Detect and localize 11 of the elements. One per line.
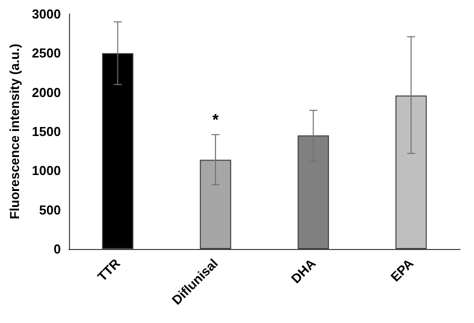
y-tick-label: 1500 (32, 124, 61, 139)
y-tick-label: 0 (54, 242, 61, 256)
y-tick-label: 500 (39, 202, 61, 218)
x-tick-label: TTR (94, 255, 124, 284)
annotation: * (212, 112, 220, 130)
y-tick-label: 2500 (32, 46, 61, 61)
y-tick-label: 2000 (32, 84, 61, 100)
x-tick-label: EPA (388, 255, 417, 284)
y-tick-label: 1000 (32, 163, 61, 178)
y-tick-label: 3000 (32, 6, 61, 22)
y-axis-title: Fluorescence intensity (a.u.) (7, 44, 22, 220)
